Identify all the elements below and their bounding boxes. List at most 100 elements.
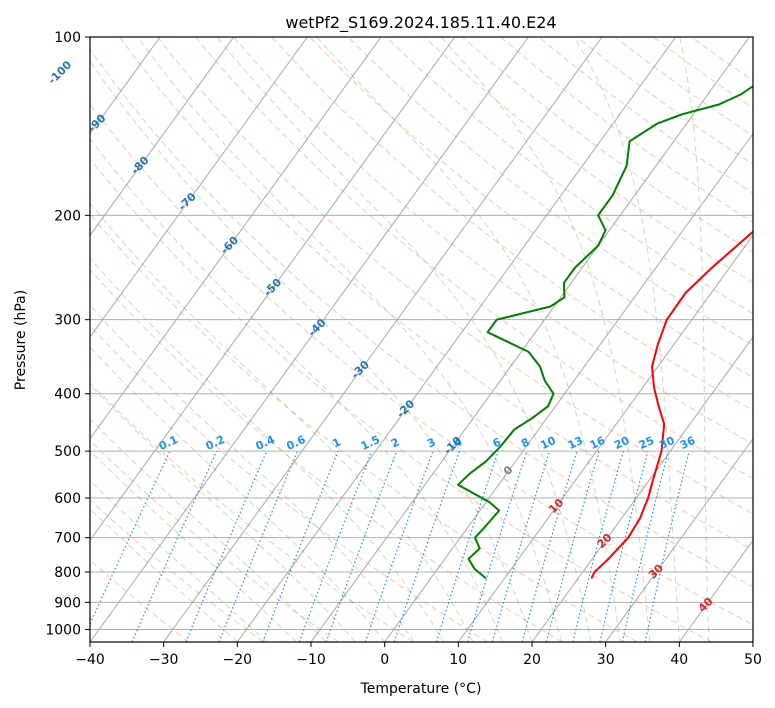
- dry-adiabat-line: [90, 439, 339, 642]
- isotherm-line: [90, 37, 235, 237]
- dry-adiabat-line: [385, 37, 753, 315]
- x-tick-label: −10: [296, 652, 326, 668]
- profile-line: [590, 230, 753, 579]
- isotherm-line: [605, 437, 753, 642]
- isotherm-label: 20: [595, 531, 615, 551]
- mixing-ratio-label: 0.1: [157, 433, 180, 453]
- mixing-ratio-line: [621, 450, 670, 642]
- isotherm-line: [752, 641, 753, 642]
- moist-adiabat-line: [90, 479, 268, 642]
- moist-adiabat-line: [679, 37, 710, 642]
- mixing-ratio-line: [364, 450, 434, 642]
- moist-adiabat-line: [316, 37, 621, 642]
- mixing-ratio-line: [131, 450, 218, 642]
- mixing-ratio-label: 3: [425, 435, 437, 450]
- mixing-ratio-label: 25: [637, 434, 656, 452]
- isotherm-label: -70: [176, 190, 199, 213]
- mixing-ratio-label: 36: [678, 434, 698, 452]
- dry-adiabat-line: [462, 37, 753, 253]
- mixing-ratio-line: [435, 450, 499, 642]
- x-tick-label: 40: [670, 652, 688, 668]
- moist-adiabat-line: [90, 137, 503, 642]
- mixing-ratio-label: 1.5: [359, 433, 382, 453]
- y-axis-label: Pressure (hPa): [13, 290, 29, 390]
- moist-adiabat-line: [90, 346, 386, 642]
- mixing-ratio-line: [325, 450, 398, 642]
- moist-adiabat-line: [137, 37, 562, 642]
- isotherm-line: [678, 539, 753, 642]
- dry-adiabat-line: [90, 213, 638, 642]
- isotherm-label: 0: [501, 463, 516, 478]
- dry-adiabat-line: [90, 382, 414, 642]
- isotherm-label: 10: [546, 496, 566, 516]
- isotherm-label: -90: [85, 111, 108, 134]
- x-tick-label: −30: [149, 652, 179, 668]
- isotherm-line: [90, 37, 382, 440]
- y-tick-label: 1000: [45, 622, 81, 638]
- y-tick-label: 500: [54, 444, 81, 460]
- isotherm-line: [90, 37, 308, 338]
- mixing-ratio-label: 1: [330, 435, 342, 450]
- isotherm-label: -50: [261, 276, 284, 299]
- dry-adiabat-line: [157, 37, 753, 515]
- profile-lines: [457, 84, 753, 580]
- chart-title: wetPf2_S169.2024.185.11.40.E24: [285, 13, 556, 33]
- isotherm-line: [163, 37, 603, 642]
- dry-adiabat-line: [500, 37, 753, 223]
- y-tick-label: 800: [54, 565, 81, 581]
- dry-adiabat-line: [347, 37, 753, 346]
- isotherm-line: [90, 37, 529, 642]
- mixing-ratio-line: [521, 450, 578, 642]
- isotherm-line: [0, 37, 13, 642]
- isotherm-line: [457, 234, 753, 642]
- dry-adiabat-line: [90, 48, 753, 588]
- isotherm-line: [310, 37, 750, 642]
- moist-adiabat-line: [440, 37, 651, 642]
- x-tick-label: 10: [449, 652, 467, 668]
- isotherm-label: -60: [218, 233, 241, 256]
- moist-adiabat-line: [90, 257, 445, 642]
- mixing-ratio-label: 0.4: [254, 433, 277, 453]
- isotherm-line: [90, 37, 456, 542]
- x-tick-label: −40: [75, 652, 105, 668]
- isopleth-labels: 0.1 0.2 0.4 0.6 1 1.5 2 3 4 6 8 10 13 16 20 25 30 36-100-…: [46, 58, 716, 615]
- dry-adiabat-line: [271, 37, 753, 412]
- y-tick-label: 300: [54, 313, 81, 329]
- mixing-ratio-line: [262, 450, 339, 642]
- mixing-ratio-line: [545, 450, 600, 642]
- dry-adiabat-line: [90, 325, 488, 642]
- moist-adiabat-line: [90, 202, 474, 642]
- isotherm-label: -20: [394, 397, 417, 420]
- isotherm-label: -10: [441, 434, 464, 457]
- profile-line: [457, 84, 753, 580]
- isotherm-label: -100: [46, 58, 75, 87]
- mixing-ratio-line: [644, 450, 690, 642]
- y-tick-label: 200: [54, 208, 81, 224]
- isotherm-label: -30: [349, 358, 372, 381]
- mixing-ratio-line: [218, 450, 299, 642]
- mixing-ratio-line: [185, 450, 268, 642]
- dry-adiabat-line: [90, 103, 753, 626]
- mixing-ratio-line: [393, 450, 461, 642]
- mixing-ratio-label: 2: [389, 435, 401, 450]
- mixing-ratio-label: 8: [519, 435, 531, 450]
- isotherm-label: 40: [696, 595, 716, 615]
- x-tick-label: 0: [380, 652, 389, 668]
- mixing-ratio-line: [599, 450, 649, 642]
- axis-ticks: −40 −30 −20 −10 0 10 20 30 40 5010020030040050060…: [45, 30, 762, 668]
- plot-frame: [89, 36, 754, 643]
- mixing-ratio-label: 13: [566, 434, 585, 452]
- x-axis-label: Temperature (°C): [360, 681, 482, 697]
- dry-adiabat-line: [233, 37, 753, 445]
- isotherm-label: -80: [128, 154, 151, 177]
- dry-adiabat-line: [195, 37, 753, 480]
- y-tick-label: 600: [54, 491, 81, 507]
- mixing-ratio-label: 16: [588, 434, 608, 452]
- x-tick-label: 50: [744, 652, 762, 668]
- mixing-ratio-line: [466, 450, 528, 642]
- mixing-ratio-label: 6: [491, 435, 504, 450]
- mixing-ratio-label: 20: [612, 434, 632, 452]
- moist-adiabat-line: [90, 508, 238, 642]
- moist-adiabat-line: [90, 304, 415, 642]
